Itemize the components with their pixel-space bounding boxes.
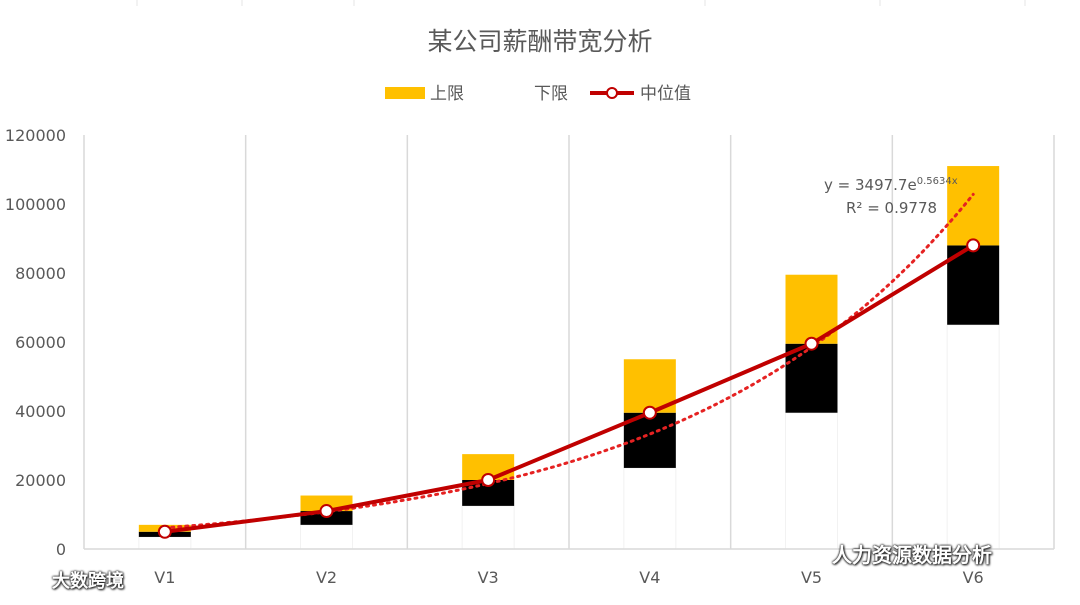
median-polyline bbox=[164, 243, 975, 534]
x-tick-label: V3 bbox=[478, 568, 499, 587]
legend-swatch-1 bbox=[385, 87, 425, 99]
median-point-V4 bbox=[642, 405, 657, 420]
bar-median-V5 bbox=[785, 343, 838, 413]
bar-lower-V2 bbox=[300, 524, 353, 550]
y-axis: 0 20000 40000 60000 80000 100000 120000 bbox=[5, 126, 66, 559]
grid bbox=[83, 0, 1055, 549]
x-tick-label: V4 bbox=[639, 568, 660, 587]
x-tick-label: V2 bbox=[316, 568, 337, 587]
bar-upper-V6 bbox=[947, 166, 1000, 246]
y-tick-label: 60000 bbox=[15, 333, 66, 352]
legend-swatch-2 bbox=[490, 87, 530, 99]
legend-label-1: 上限 bbox=[430, 84, 464, 104]
median-line bbox=[157, 238, 981, 539]
chart-title: 某公司薪酬带宽分析 bbox=[427, 27, 652, 56]
y-tick-label: 120000 bbox=[5, 126, 66, 145]
median-point-V3 bbox=[481, 473, 496, 487]
x-tick-label: V1 bbox=[154, 568, 175, 587]
y-tick-label: 80000 bbox=[15, 264, 66, 283]
trendline-equation-text: y = 3497.7e0.5634x bbox=[824, 176, 958, 194]
bar-lower-V5 bbox=[785, 412, 838, 550]
legend-label-2: 下限 bbox=[534, 84, 568, 104]
median-point-V6 bbox=[966, 238, 981, 253]
y-tick-label: 100000 bbox=[5, 195, 66, 214]
watermark-left: 大数跨境 bbox=[52, 571, 124, 592]
bar-lower-V3 bbox=[461, 505, 515, 550]
legend: 上限 下限 中位值 bbox=[385, 84, 691, 104]
x-axis: V1 V2 V3 V4 V5 V6 bbox=[84, 548, 1054, 587]
y-tick-label: 40000 bbox=[15, 402, 66, 421]
bar-lower-V6 bbox=[946, 324, 1000, 550]
trendline-r2-text: R² = 0.9778 bbox=[846, 199, 937, 217]
median-point-V1 bbox=[157, 524, 172, 539]
trendline-equation: y = 3497.7e0.5634x R² = 0.9778 bbox=[824, 176, 958, 217]
median-point-V5 bbox=[804, 336, 819, 351]
legend-marker-median bbox=[606, 87, 618, 99]
x-tick-label: V6 bbox=[963, 568, 984, 587]
y-tick-label: 20000 bbox=[15, 471, 66, 490]
bar-lower-V4 bbox=[623, 467, 677, 550]
median-point-V2 bbox=[319, 504, 334, 519]
legend-label-3: 中位值 bbox=[640, 84, 691, 104]
watermark-right: 人力资源数据分析 bbox=[832, 543, 992, 567]
x-tick-label: V5 bbox=[801, 568, 822, 587]
bar-median-V6 bbox=[947, 245, 1000, 325]
y-tick-label: 0 bbox=[56, 540, 66, 559]
